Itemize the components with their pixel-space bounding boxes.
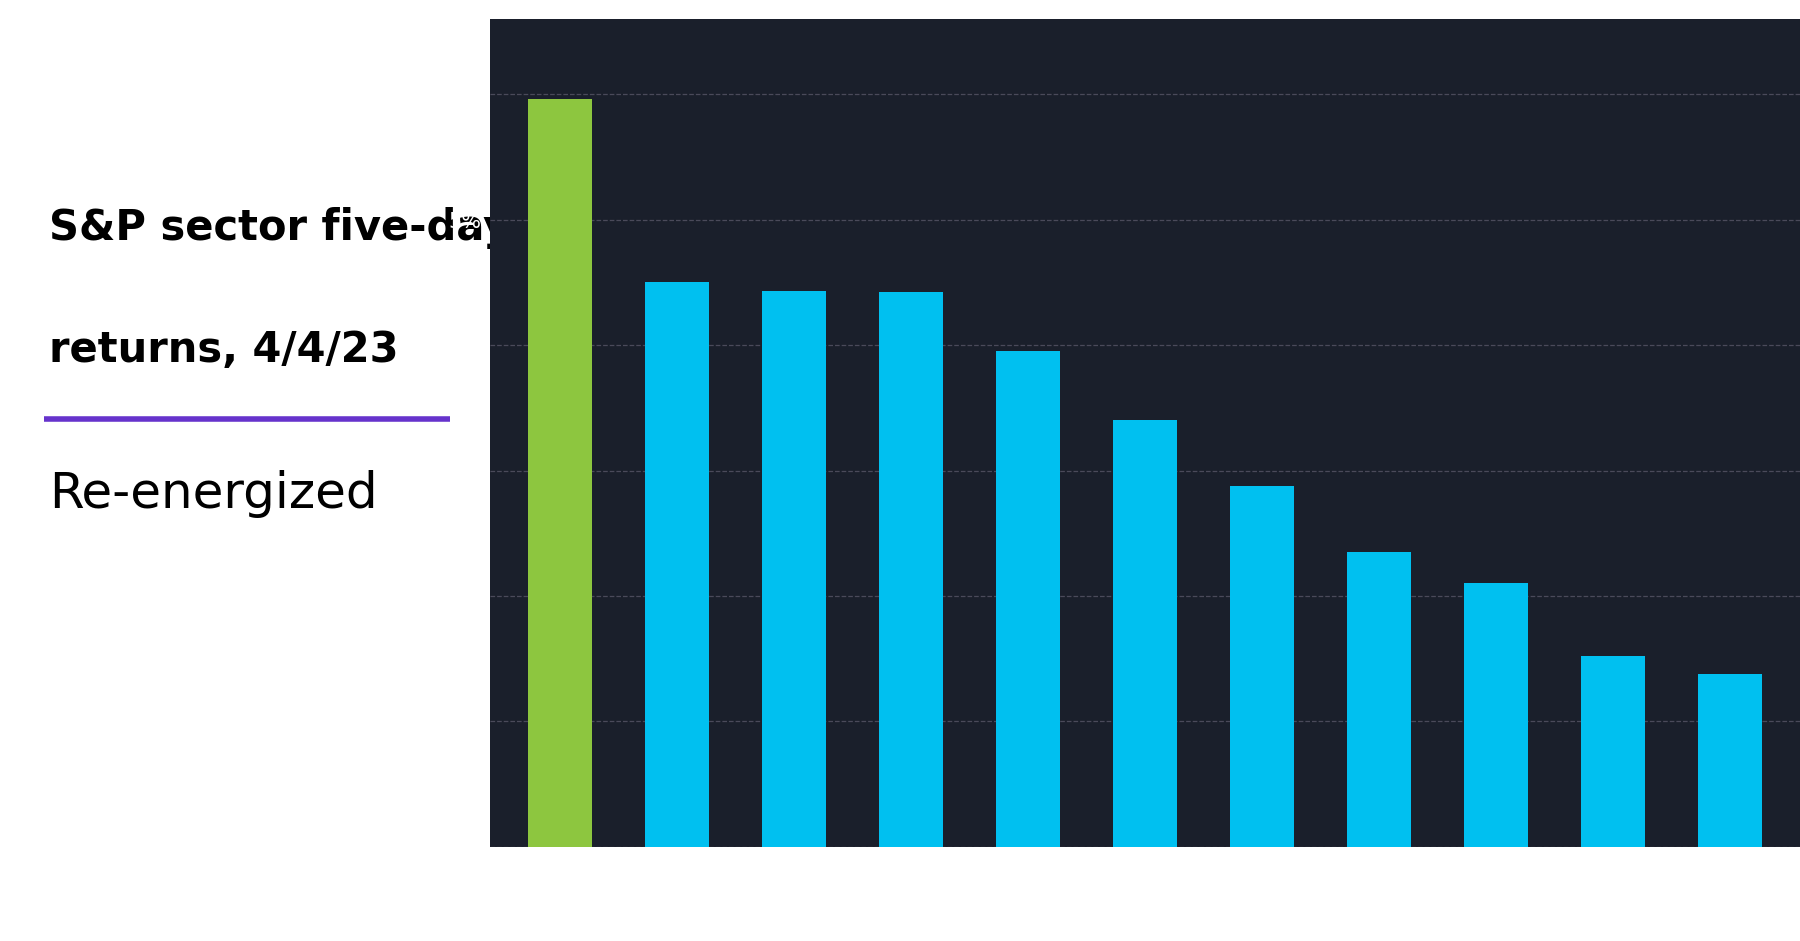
Bar bbox=[1580, 656, 1645, 847]
Text: S&P sector five-day: S&P sector five-day bbox=[49, 207, 509, 249]
Bar bbox=[1229, 486, 1294, 847]
Bar bbox=[1697, 674, 1762, 847]
Text: returns, 4/4/23: returns, 4/4/23 bbox=[49, 329, 398, 372]
Bar bbox=[527, 99, 592, 847]
Bar bbox=[1463, 583, 1528, 847]
Text: Re-energized: Re-energized bbox=[49, 470, 378, 518]
Bar bbox=[995, 351, 1060, 847]
Bar bbox=[1112, 421, 1177, 847]
Bar bbox=[878, 293, 943, 847]
Bar bbox=[1346, 552, 1411, 847]
Bar bbox=[761, 291, 826, 847]
Bar bbox=[644, 282, 709, 847]
